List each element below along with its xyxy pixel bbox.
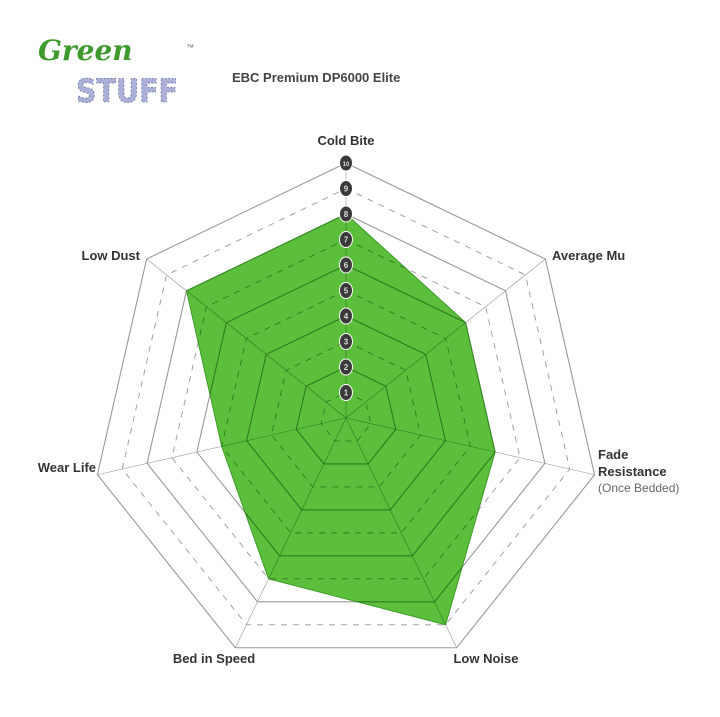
axis-line	[345, 258, 496, 419]
axis-label: Low Dust	[82, 248, 141, 263]
tick-badge	[339, 282, 353, 299]
axis-label: Low Noise	[453, 651, 518, 666]
axis-label-fade: Fade Resistance	[598, 447, 667, 479]
grid-ring-6	[196, 264, 496, 557]
tick-label: 3	[344, 338, 349, 347]
axis-line	[345, 417, 496, 476]
tick-label: 6	[344, 261, 349, 270]
tick-badge	[339, 358, 353, 376]
tick-label: 10	[343, 162, 350, 168]
logo: Green STUFF ™	[38, 34, 194, 110]
grid-ring-4	[245, 315, 447, 511]
axis-label-line: Resistance	[598, 464, 667, 479]
axis-label: Average Mu	[552, 248, 625, 263]
tick-label: 5	[344, 287, 349, 296]
axis-label-line: Fade	[598, 447, 628, 462]
tick-label: 4	[344, 312, 349, 321]
tick-badge	[339, 205, 353, 223]
grid-ring-1	[320, 392, 372, 442]
grid-ring-10	[96, 162, 596, 649]
grid-ring-9	[121, 188, 571, 626]
tick-badges: 1 2 3 4 5 6 7 8 9 10	[339, 154, 353, 401]
axis-line	[186, 258, 347, 419]
axis-line	[345, 417, 457, 625]
grid-ring-8	[146, 213, 546, 603]
logo-green: Green	[38, 34, 133, 67]
grid-ring-2	[295, 366, 397, 465]
axis-label: Bed in Speed	[173, 651, 255, 666]
grid-ring-5	[221, 290, 471, 534]
tick-label: 1	[344, 389, 349, 398]
axis-label: Wear Life	[38, 460, 96, 475]
tick-badge	[339, 180, 353, 197]
tick-badge	[339, 333, 353, 350]
tick-badge	[339, 307, 353, 325]
tick-badge	[339, 256, 353, 274]
logo-trademark: ™	[186, 43, 194, 52]
tick-badge	[339, 231, 353, 248]
grid-ring-3	[270, 341, 422, 488]
tick-label: 9	[344, 185, 349, 194]
axis-label: Cold Bite	[317, 133, 374, 148]
axis-line	[186, 417, 347, 476]
tick-label: 7	[344, 236, 349, 245]
logo-stuff: STUFF	[76, 72, 178, 110]
chart-title: EBC Premium DP6000 Elite	[232, 70, 400, 85]
tick-label: 8	[344, 210, 349, 219]
tick-badge	[339, 154, 353, 172]
tick-label: 2	[344, 363, 349, 372]
axis-labels: Cold Bite Average Mu Fade Resistance (Once B…	[38, 133, 680, 666]
tick-badge	[339, 384, 353, 401]
axis-sublabel: (Once Bedded)	[598, 481, 679, 495]
